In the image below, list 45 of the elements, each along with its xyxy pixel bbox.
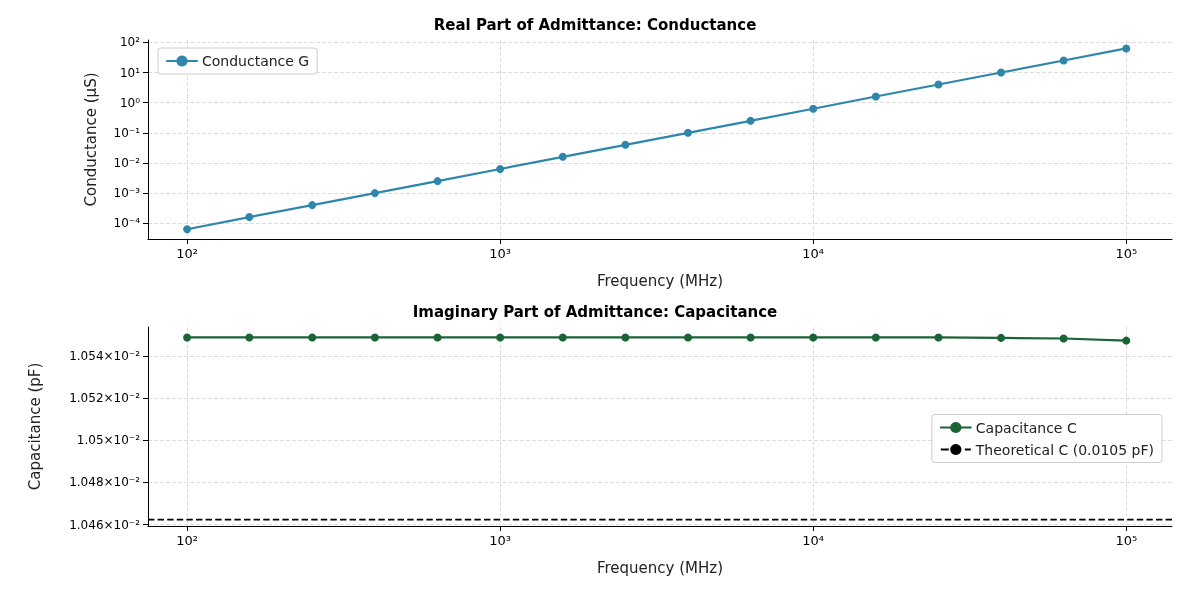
legend-label: Theoretical C (0.0105 pF) — [974, 441, 1154, 458]
point — [621, 140, 630, 149]
y-tick-label: 10⁰ — [119, 95, 141, 110]
x-tick-label: 10⁵ — [1115, 246, 1138, 261]
point — [558, 152, 567, 161]
y-tick-label: 1.054×10⁻² — [69, 349, 141, 364]
y-tick-label: 10⁻² — [113, 155, 141, 170]
y-tick-label: 10² — [119, 35, 141, 50]
chart-title: Imaginary Part of Admittance: Capacitance — [412, 302, 778, 321]
point — [997, 68, 1006, 77]
x-tick-label: 10² — [176, 246, 198, 261]
point — [746, 116, 755, 125]
y-tick-label: 10¹ — [119, 65, 141, 80]
point — [496, 165, 505, 173]
point — [1122, 44, 1131, 53]
y-tick-label: 10⁻¹ — [113, 125, 141, 140]
point — [370, 189, 379, 198]
point — [871, 92, 880, 101]
point — [683, 128, 692, 137]
point — [433, 177, 442, 186]
y-axis-title: Conductance (μS) — [81, 72, 100, 207]
y-tick-label: 1.052×10⁻² — [69, 391, 141, 406]
point — [809, 104, 818, 113]
y-tick-label: 1.05×10⁻² — [76, 433, 141, 448]
legend-label: Capacitance C — [975, 419, 1077, 436]
point — [183, 225, 192, 234]
point — [308, 201, 317, 210]
y-axis-title: Capacitance (pF) — [25, 362, 44, 491]
x-tick-label: 10³ — [489, 533, 512, 548]
x-tick-label: 10⁴ — [802, 246, 825, 261]
point — [934, 80, 943, 89]
x-axis-title: Frequency (MHz) — [596, 271, 724, 290]
y-tick-label: 1.046×10⁻² — [69, 517, 141, 532]
point — [245, 213, 254, 222]
y-tick-label: 10⁻⁴ — [113, 216, 141, 231]
point — [1059, 56, 1068, 65]
y-tick-label: 1.048×10⁻² — [69, 475, 141, 490]
legend-label: Conductance G — [202, 53, 310, 69]
x-tick-label: 10² — [176, 533, 198, 548]
x-tick-label: 10⁵ — [1115, 533, 1138, 548]
x-tick-label: 10³ — [489, 246, 512, 261]
x-tick-label: 10⁴ — [802, 533, 825, 548]
y-tick-label: 10⁻³ — [113, 186, 141, 201]
x-axis-title: Frequency (MHz) — [596, 558, 724, 577]
chart-title: Real Part of Admittance: Conductance — [433, 15, 757, 34]
